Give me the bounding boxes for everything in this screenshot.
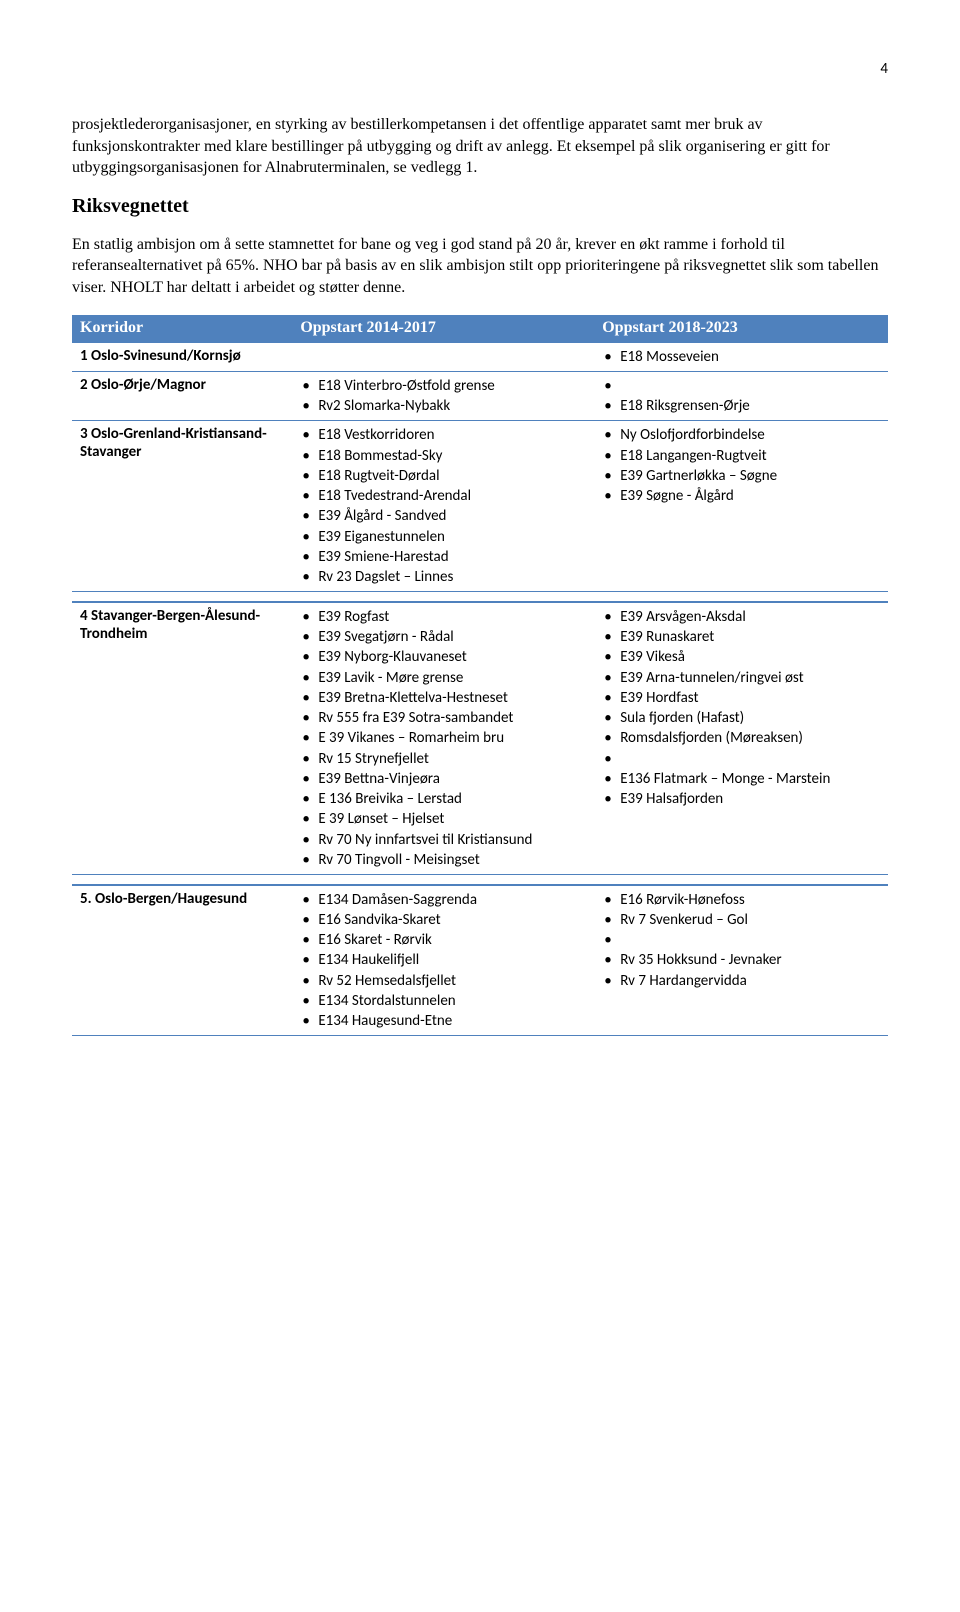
list-item: E 136 Breivika – Lerstad [300,789,586,809]
list-item: E16 Skaret - Rørvik [300,930,586,950]
table-header-korridor: Korridor [72,315,292,342]
oppstart-2018-cell: E18 Riksgrensen-Ørje [594,371,888,421]
list-item: E39 Søgne - Ålgård [602,486,880,506]
intro-paragraph-1: prosjektlederorganisasjoner, en styrking… [72,114,888,179]
list-item: E16 Rørvik-Hønefoss [602,890,880,910]
corridor-label: 2 Oslo-Ørje/Magnor [72,371,292,421]
list-item: Rv 7 Hardangervidda [602,971,880,991]
corridor-label: 5. Oslo-Bergen/Haugesund [72,885,292,1036]
list-item: E39 Bretna-Klettelva-Hestneset [300,688,586,708]
oppstart-2018-cell: E18 Mosseveien [594,342,888,372]
oppstart-2018-cell: E39 Arsvågen-AksdalE39 RunaskaretE39 Vik… [594,602,888,875]
list-item: E18 Vinterbro-Østfold grense [300,376,586,396]
oppstart-2014-cell: E18 Vinterbro-Østfold grenseRv2 Slomarka… [292,371,594,421]
list-item [602,749,880,769]
table-row: 4 Stavanger-Bergen-Ålesund-TrondheimE39 … [72,602,888,875]
intro-paragraph-2: En statlig ambisjon om å sette stamnette… [72,234,888,299]
corridor-label: 4 Stavanger-Bergen-Ålesund-Trondheim [72,602,292,875]
corridor-label: 1 Oslo-Svinesund/Kornsjø [72,342,292,372]
list-item: Rv 70 Tingvoll - Meisingset [300,850,586,870]
list-item: E39 Nyborg-Klauvaneset [300,647,586,667]
list-item: E18 Riksgrensen-Ørje [602,396,880,416]
list-item: E18 Bommestad-Sky [300,446,586,466]
list-item: Rv 35 Hokksund - Jevnaker [602,950,880,970]
oppstart-2018-cell: E16 Rørvik-HønefossRv 7 Svenkerud – Gol R… [594,885,888,1036]
table-header-oppstart-2014: Oppstart 2014-2017 [292,315,594,342]
oppstart-2014-cell: E18 VestkorridorenE18 Bommestad-SkyE18 R… [292,421,594,592]
section-heading-riksvegnettet: Riksvegnettet [72,195,888,218]
list-item: E18 Mosseveien [602,347,880,367]
list-item: E39 Vikeså [602,647,880,667]
list-item: E39 Arna-tunnelen/ringvei øst [602,668,880,688]
list-item: E 39 Lønset – Hjelset [300,809,586,829]
table-row: 3 Oslo-Grenland-Kristiansand-StavangerE1… [72,421,888,592]
table-row: 1 Oslo-Svinesund/Kornsjø E18 Mosseveien [72,342,888,372]
list-item: Romsdalsfjorden (Møreaksen) [602,728,880,748]
list-item: E18 Vestkorridoren [300,425,586,445]
list-item: E39 Arsvågen-Aksdal [602,607,880,627]
list-item: E 39 Vikanes – Romarheim bru [300,728,586,748]
list-item: E39 Hordfast [602,688,880,708]
list-item: E39 Gartnerløkka – Søgne [602,466,880,486]
list-item: E136 Flatmark – Monge - Marstein [602,769,880,789]
list-item: E134 Haukelifjell [300,950,586,970]
corridor-label: 3 Oslo-Grenland-Kristiansand-Stavanger [72,421,292,592]
list-item: Rv 7 Svenkerud – Gol [602,910,880,930]
oppstart-2014-cell [292,342,594,372]
list-item: E18 Tvedestrand-Arendal [300,486,586,506]
list-item [602,930,880,950]
list-item: E39 Smiene-Harestad [300,547,586,567]
list-item: E134 Haugesund-Etne [300,1011,586,1031]
oppstart-2014-cell: E39 RogfastE39 Svegatjørn - RådalE39 Nyb… [292,602,594,875]
list-item: Rv 52 Hemsedalsfjellet [300,971,586,991]
list-item: Rv 15 Strynefjellet [300,749,586,769]
table-header-oppstart-2018: Oppstart 2018-2023 [594,315,888,342]
list-item [602,376,880,396]
list-item: Rv2 Slomarka-Nybakk [300,396,586,416]
list-item: Ny Oslofjordforbindelse [602,425,880,445]
list-item: E18 Rugtveit-Dørdal [300,466,586,486]
list-item: E16 Sandvika-Skaret [300,910,586,930]
list-item: E134 Stordalstunnelen [300,991,586,1011]
list-item: Sula fjorden (Hafast) [602,708,880,728]
list-item: E39 Halsafjorden [602,789,880,809]
list-item: E39 Bettna-Vinjeøra [300,769,586,789]
list-item: Rv 70 Ny innfartsvei til Kristiansund [300,830,586,850]
list-item: Rv 23 Dagslet – Linnes [300,567,586,587]
table-row: 2 Oslo-Ørje/MagnorE18 Vinterbro-Østfold … [72,371,888,421]
list-item: E134 Damåsen-Saggrenda [300,890,586,910]
list-item: E39 Lavik - Møre grense [300,668,586,688]
list-item: E39 Svegatjørn - Rådal [300,627,586,647]
corridor-table: Korridor Oppstart 2014-2017 Oppstart 201… [72,315,888,1037]
oppstart-2018-cell: Ny OslofjordforbindelseE18 Langangen-Rug… [594,421,888,592]
list-item: E39 Rogfast [300,607,586,627]
list-item: E39 Eiganestunnelen [300,527,586,547]
list-item: E18 Langangen-Rugtveit [602,446,880,466]
table-row: 5. Oslo-Bergen/HaugesundE134 Damåsen-Sag… [72,885,888,1036]
list-item: E39 Runaskaret [602,627,880,647]
list-item: Rv 555 fra E39 Sotra-sambandet [300,708,586,728]
list-item: E39 Ålgård - Sandved [300,506,586,526]
oppstart-2014-cell: E134 Damåsen-SaggrendaE16 Sandvika-Skare… [292,885,594,1036]
page-number: 4 [72,60,888,78]
